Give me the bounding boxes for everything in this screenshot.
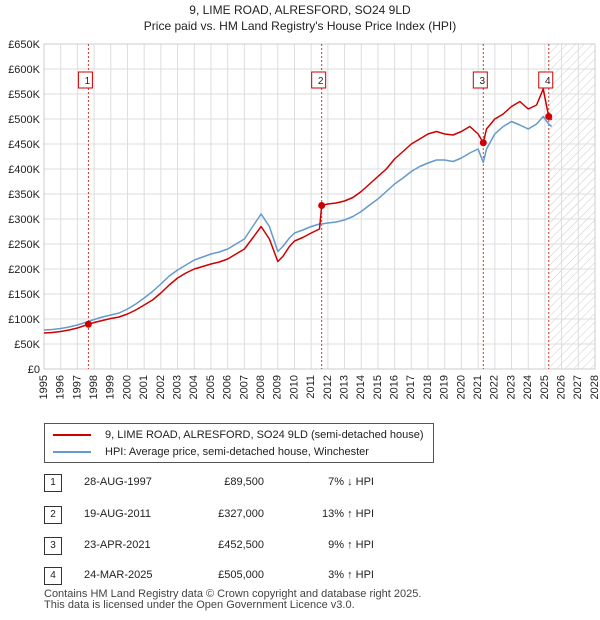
transaction-marker: 3 bbox=[44, 537, 62, 555]
y-tick-label: £100K bbox=[8, 314, 40, 326]
x-tick-label: 2023 bbox=[505, 375, 517, 399]
x-tick-label: 2014 bbox=[355, 375, 367, 399]
y-tick-label: £550K bbox=[8, 89, 40, 101]
sale-box-label-1: 1 bbox=[85, 76, 91, 87]
x-tick-label: 1998 bbox=[88, 375, 100, 399]
sale-box-label-4: 4 bbox=[545, 76, 551, 87]
legend-item-hpi: HPI: Average price, semi-detached house,… bbox=[53, 444, 369, 460]
x-tick-label: 2003 bbox=[171, 375, 183, 399]
transaction-price: £89,500 bbox=[224, 476, 264, 488]
sale-box-4 bbox=[538, 71, 554, 89]
x-tick-label: 1996 bbox=[55, 375, 67, 399]
y-tick-label: £0 bbox=[28, 364, 40, 376]
x-tick-label: 2009 bbox=[272, 375, 284, 399]
transaction-marker: 4 bbox=[44, 567, 62, 585]
transaction-price: £452,500 bbox=[218, 539, 264, 551]
x-tick-label: 2020 bbox=[455, 375, 467, 399]
transaction-hpi-diff: 7% ↓ HPI bbox=[328, 476, 374, 488]
y-tick-label: £500K bbox=[8, 114, 40, 126]
property-price-line bbox=[43, 88, 553, 334]
sale-point-2 bbox=[318, 202, 326, 209]
x-tick-label: 2013 bbox=[338, 375, 350, 399]
x-tick-label: 2000 bbox=[121, 375, 133, 399]
chart-title: 9, LIME ROAD, ALRESFORD, SO24 9LD bbox=[189, 3, 411, 17]
footer-copyright: Contains HM Land Registry data © Crown c… bbox=[44, 588, 422, 600]
sale-box-3 bbox=[472, 71, 488, 89]
y-tick-label: £50K bbox=[14, 339, 40, 351]
x-tick-label: 2026 bbox=[556, 375, 568, 399]
transaction-hpi-diff: 13% ↑ HPI bbox=[322, 508, 374, 520]
transaction-date: 28-AUG-1997 bbox=[84, 476, 152, 488]
x-tick-label: 2004 bbox=[188, 375, 200, 399]
x-tick-label: 2001 bbox=[138, 375, 150, 399]
legend-swatch-hpi bbox=[53, 451, 91, 453]
sale-box-label-2: 2 bbox=[318, 76, 324, 87]
hpi-line bbox=[43, 115, 553, 331]
x-tick-label: 2015 bbox=[372, 375, 384, 399]
price-chart: 9, LIME ROAD, ALRESFORD, SO24 9LD Price … bbox=[8, 3, 600, 399]
sale-box-1 bbox=[77, 71, 93, 89]
forecast-hatch bbox=[548, 44, 595, 369]
transaction-date: 24-MAR-2025 bbox=[84, 569, 153, 581]
x-tick-label: 2008 bbox=[255, 375, 267, 399]
sale-point-3 bbox=[479, 139, 487, 147]
x-tick-label: 2028 bbox=[589, 375, 600, 399]
x-tick-label: 1995 bbox=[38, 375, 50, 399]
x-tick-label: 1999 bbox=[105, 375, 117, 399]
y-tick-label: £200K bbox=[8, 264, 40, 276]
transaction-date: 19-AUG-2011 bbox=[84, 508, 152, 520]
x-tick-label: 2021 bbox=[472, 375, 484, 399]
legend-label-property: 9, LIME ROAD, ALRESFORD, SO24 9LD (semi-… bbox=[105, 429, 424, 441]
transaction-date: 23-APR-2021 bbox=[84, 539, 151, 551]
legend-label-hpi: HPI: Average price, semi-detached house,… bbox=[105, 446, 369, 458]
footer-licence: This data is licensed under the Open Gov… bbox=[44, 599, 355, 611]
x-tick-label: 2025 bbox=[539, 375, 551, 399]
x-tick-label: 2027 bbox=[572, 375, 584, 399]
sale-point-1 bbox=[84, 320, 92, 328]
x-tick-label: 2011 bbox=[305, 375, 317, 399]
y-tick-label: £150K bbox=[8, 289, 40, 301]
transaction-marker: 2 bbox=[44, 506, 62, 524]
sale-box-label-3: 3 bbox=[480, 76, 486, 87]
x-tick-label: 2005 bbox=[205, 375, 217, 399]
legend-swatch-property bbox=[53, 434, 91, 436]
y-tick-label: £250K bbox=[8, 239, 40, 251]
y-tick-label: £450K bbox=[8, 139, 40, 151]
plot-border bbox=[43, 43, 596, 370]
chart-subtitle: Price paid vs. HM Land Registry's House … bbox=[144, 19, 456, 33]
x-tick-label: 2016 bbox=[389, 375, 401, 399]
x-tick-label: 2022 bbox=[489, 375, 501, 399]
sale-box-2 bbox=[311, 71, 327, 89]
x-tick-label: 2018 bbox=[422, 375, 434, 399]
sale-point-4 bbox=[545, 113, 553, 120]
transaction-hpi-diff: 9% ↑ HPI bbox=[328, 539, 374, 551]
transaction-price: £327,000 bbox=[218, 508, 264, 520]
x-tick-label: 2006 bbox=[222, 375, 234, 399]
y-tick-label: £350K bbox=[8, 189, 40, 201]
transaction-marker: 1 bbox=[44, 474, 62, 492]
legend-item-property: 9, LIME ROAD, ALRESFORD, SO24 9LD (semi-… bbox=[53, 427, 424, 443]
y-tick-label: £300K bbox=[8, 214, 40, 226]
footer: Contains HM Land Registry data © Crown c… bbox=[44, 589, 421, 611]
y-tick-label: £600K bbox=[8, 64, 40, 76]
x-tick-label: 1997 bbox=[71, 375, 83, 399]
x-tick-label: 2024 bbox=[522, 375, 534, 399]
y-tick-label: £650K bbox=[8, 39, 40, 51]
x-tick-label: 2019 bbox=[439, 375, 451, 399]
x-tick-label: 2017 bbox=[405, 375, 417, 399]
x-tick-label: 2010 bbox=[288, 375, 300, 399]
transaction-price: £505,000 bbox=[218, 569, 264, 581]
transaction-hpi-diff: 3% ↑ HPI bbox=[328, 569, 374, 581]
x-tick-label: 2007 bbox=[238, 375, 250, 399]
legend: 9, LIME ROAD, ALRESFORD, SO24 9LD (semi-… bbox=[44, 423, 434, 463]
x-tick-label: 2012 bbox=[322, 375, 334, 399]
x-tick-label: 2002 bbox=[155, 375, 167, 399]
y-tick-label: £400K bbox=[8, 164, 40, 176]
